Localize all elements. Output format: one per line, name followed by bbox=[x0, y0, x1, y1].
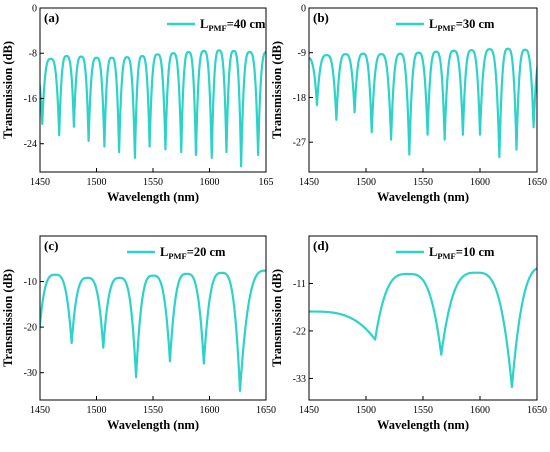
y-tick-label: -22 bbox=[293, 326, 306, 337]
y-tick-label: -18 bbox=[293, 93, 306, 104]
chart-panel-3: 1450 1500 1550 1600 1650 -10 -20 -30 Wavelength … bbox=[1, 235, 276, 432]
y-axis-label: Transmission (dB) bbox=[1, 269, 15, 367]
x-axis-label: Wavelength (nm) bbox=[107, 418, 199, 432]
x-tick-label: 1550 bbox=[143, 177, 163, 188]
y-tick-label: -24 bbox=[24, 139, 37, 150]
panel-label: (a) bbox=[44, 10, 59, 25]
legend-entry: LPMF=10 cm bbox=[429, 245, 495, 261]
legend-entry: LPMF=20 cm bbox=[160, 245, 226, 261]
x-tick-label: 1550 bbox=[143, 405, 163, 416]
y-tick-label: 0 bbox=[32, 4, 37, 15]
y-tick-label: -9 bbox=[298, 48, 306, 59]
chart-panel-2: 1450 1500 1550 1600 1650 0 -9 -18 -27 Wavelength … bbox=[270, 4, 547, 205]
x-tick-label: 1650 bbox=[256, 405, 276, 416]
x-tick-label: 1450 bbox=[30, 177, 50, 188]
x-tick-label: 1500 bbox=[87, 405, 107, 416]
x-tick-label: 1450 bbox=[30, 405, 50, 416]
y-axis-label: Transmission (dB) bbox=[270, 41, 284, 139]
y-tick-label: -10 bbox=[24, 277, 37, 288]
chart-panel-4: 1450 1500 1550 1600 1650 -11 -22 -33 Wavelength … bbox=[270, 235, 547, 432]
x-axis-label: Wavelength (nm) bbox=[377, 418, 469, 432]
x-axis-label: Wavelength (nm) bbox=[107, 190, 199, 204]
x-tick-label: 1500 bbox=[87, 177, 107, 188]
series-line bbox=[40, 49, 266, 168]
x-tick-label: 1450 bbox=[299, 177, 319, 188]
x-axis-label: Wavelength (nm) bbox=[377, 190, 469, 204]
x-tick-label: 1500 bbox=[356, 405, 376, 416]
x-tick-label: 1600 bbox=[200, 177, 220, 188]
x-tick-label: 1550 bbox=[413, 405, 433, 416]
panel-label: (b) bbox=[313, 10, 329, 25]
y-tick-label: -11 bbox=[293, 279, 306, 290]
plot-frame bbox=[39, 7, 267, 173]
x-tick-label: 1650 bbox=[527, 177, 547, 188]
y-tick-label: 0 bbox=[301, 4, 306, 15]
x-tick-label: 1650 bbox=[527, 405, 547, 416]
x-tick-label: 1550 bbox=[413, 177, 433, 188]
y-tick-label: -27 bbox=[293, 138, 306, 149]
x-tick-label: 1500 bbox=[356, 177, 376, 188]
x-tick-label: 1600 bbox=[470, 177, 490, 188]
panel-label: (c) bbox=[44, 238, 58, 253]
y-axis-label: Transmission (dB) bbox=[1, 41, 15, 139]
series-line bbox=[309, 267, 537, 389]
x-tick-label: 1600 bbox=[470, 405, 490, 416]
x-tick-label: 1450 bbox=[299, 405, 319, 416]
legend-entry: LPMF=40 cm bbox=[200, 17, 266, 33]
y-tick-label: -16 bbox=[24, 94, 37, 105]
panel-label: (d) bbox=[313, 238, 329, 253]
series-line bbox=[40, 269, 266, 392]
y-tick-label: -8 bbox=[29, 49, 37, 60]
y-axis-label: Transmission (dB) bbox=[270, 269, 284, 367]
legend-entry: LPMF=30 cm bbox=[429, 17, 495, 33]
y-tick-label: -30 bbox=[24, 368, 37, 379]
x-tick-label: 1600 bbox=[200, 405, 220, 416]
series-line bbox=[309, 47, 537, 159]
x-tick-label: 165 bbox=[259, 177, 274, 188]
y-tick-label: -33 bbox=[293, 374, 306, 385]
y-tick-label: -20 bbox=[24, 323, 37, 334]
plot-frame bbox=[308, 7, 538, 173]
